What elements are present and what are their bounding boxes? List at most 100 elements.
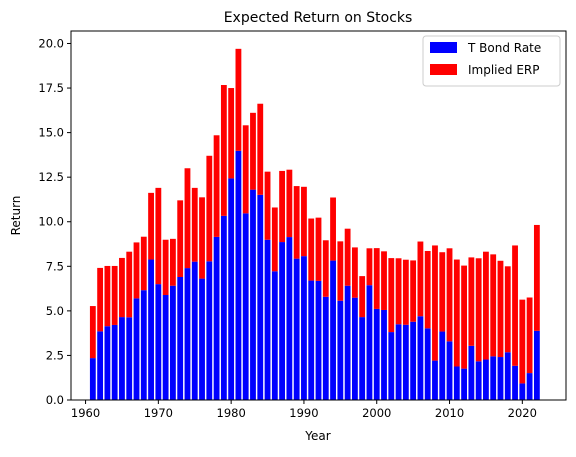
bar-implied-erp-1996 [344, 228, 351, 286]
x-tick-label: 1980 [217, 406, 246, 420]
bar-t-bond-rate-1994 [330, 260, 336, 400]
bar-t-bond-rate-1980 [228, 178, 235, 400]
bar-t-bond-rate-1971 [162, 295, 169, 400]
bar-implied-erp-2000 [373, 248, 380, 309]
x-tick-label: 1960 [71, 406, 100, 420]
bar-t-bond-rate-2004 [402, 324, 409, 400]
bar-t-bond-rate-1999 [366, 285, 373, 400]
bar-t-bond-rate-2021 [526, 373, 533, 400]
bar-implied-erp-2002 [388, 258, 395, 333]
legend-label-implied-erp: Implied ERP [468, 63, 539, 77]
bar-t-bond-rate-1982 [242, 213, 249, 400]
bar-t-bond-rate-1979 [220, 215, 227, 400]
plot-area-frame [70, 30, 567, 401]
x-axis: 1960 1970 1980 1990 2000 2010 2020 [71, 400, 537, 420]
bar-implied-erp-2018 [504, 266, 511, 353]
bar-implied-erp-2020 [519, 299, 526, 384]
bar-implied-erp-1961 [89, 306, 96, 359]
bar-t-bond-rate-1966 [126, 317, 133, 400]
bar-implied-erp-1968 [140, 236, 147, 291]
bars-group [89, 48, 540, 400]
bar-t-bond-rate-1986 [271, 271, 278, 400]
legend-swatch-t-bond-rate [430, 42, 457, 53]
bar-t-bond-rate-2009 [439, 331, 446, 400]
bar-implied-erp-1979 [220, 85, 227, 216]
x-tick-label: 2020 [508, 406, 537, 420]
bar-implied-erp-2019 [512, 245, 518, 366]
bar-implied-erp-1973 [177, 200, 184, 277]
bar-t-bond-rate-1970 [155, 284, 162, 400]
y-tick-label: 12.5 [38, 170, 64, 184]
y-tick-label: 2.5 [46, 348, 64, 362]
bar-t-bond-rate-2001 [381, 309, 387, 400]
bar-implied-erp-1997 [351, 247, 358, 298]
bar-implied-erp-1963 [104, 265, 111, 327]
bar-t-bond-rate-1965 [119, 317, 125, 400]
bar-implied-erp-2010 [446, 248, 453, 342]
bar-implied-erp-1999 [366, 248, 373, 286]
bar-implied-erp-2008 [432, 245, 438, 361]
bar-t-bond-rate-2019 [512, 365, 518, 400]
bar-t-bond-rate-2014 [475, 361, 482, 400]
bar-implied-erp-2003 [395, 258, 402, 325]
bar-t-bond-rate-1995 [337, 300, 344, 400]
legend-label-t-bond-rate: T Bond Rate [467, 41, 541, 55]
bar-implied-erp-1993 [322, 240, 329, 297]
bar-implied-erp-1970 [155, 187, 162, 285]
legend-frame [422, 35, 561, 87]
bar-t-bond-rate-2017 [497, 357, 504, 400]
bar-t-bond-rate-1964 [111, 324, 118, 400]
bar-implied-erp-2001 [381, 251, 387, 310]
bar-implied-erp-2006 [417, 241, 424, 317]
y-tick-label: 20.0 [38, 36, 64, 50]
bar-t-bond-rate-1972 [170, 285, 176, 400]
x-tick-label: 1990 [289, 406, 318, 420]
bar-implied-erp-1995 [337, 241, 344, 301]
bar-t-bond-rate-1975 [191, 261, 198, 400]
bar-t-bond-rate-1990 [301, 256, 307, 400]
y-tick-label: 7.5 [46, 259, 64, 273]
bar-t-bond-rate-1978 [213, 236, 220, 400]
bar-t-bond-rate-1997 [351, 297, 358, 400]
x-tick-label: 2010 [435, 406, 464, 420]
bar-implied-erp-2004 [402, 259, 409, 325]
bar-implied-erp-1992 [315, 217, 322, 281]
bar-implied-erp-2007 [424, 250, 431, 329]
bar-implied-erp-1991 [308, 218, 315, 281]
bar-implied-erp-1969 [148, 192, 154, 260]
bar-implied-erp-1975 [191, 187, 198, 262]
bar-implied-erp-1986 [271, 207, 278, 272]
bar-implied-erp-1998 [359, 276, 366, 318]
bar-implied-erp-1978 [213, 135, 220, 237]
bar-t-bond-rate-2012 [461, 368, 467, 400]
bar-t-bond-rate-1962 [97, 331, 104, 400]
bar-implied-erp-1994 [330, 197, 336, 261]
chart-title: Expected Return on Stocks [224, 10, 413, 26]
bar-t-bond-rate-1967 [133, 298, 140, 400]
bar-implied-erp-1962 [97, 267, 104, 332]
legend: T Bond Rate Implied ERP [422, 35, 561, 87]
bar-t-bond-rate-1981 [235, 150, 242, 400]
bar-implied-erp-1983 [250, 112, 256, 190]
bar-t-bond-rate-1976 [199, 278, 205, 400]
bar-t-bond-rate-1974 [184, 268, 191, 400]
bar-implied-erp-2015 [483, 251, 489, 360]
bar-t-bond-rate-1988 [286, 237, 293, 400]
bar-t-bond-rate-1968 [140, 290, 147, 400]
bar-implied-erp-1989 [293, 186, 300, 259]
bar-implied-erp-2021 [526, 297, 533, 374]
y-tick-label: 5.0 [46, 304, 64, 318]
bar-t-bond-rate-1983 [250, 189, 256, 400]
bar-t-bond-rate-1984 [257, 194, 264, 400]
bar-t-bond-rate-1973 [177, 277, 184, 400]
bar-implied-erp-1967 [133, 242, 140, 299]
bar-t-bond-rate-2008 [432, 360, 438, 400]
bar-implied-erp-2012 [461, 265, 467, 369]
bar-implied-erp-1976 [199, 197, 205, 279]
bar-t-bond-rate-1989 [293, 258, 300, 400]
bar-implied-erp-2009 [439, 252, 446, 332]
bar-implied-erp-1966 [126, 251, 133, 318]
bar-implied-erp-1982 [242, 125, 249, 214]
bar-implied-erp-1980 [228, 88, 235, 179]
